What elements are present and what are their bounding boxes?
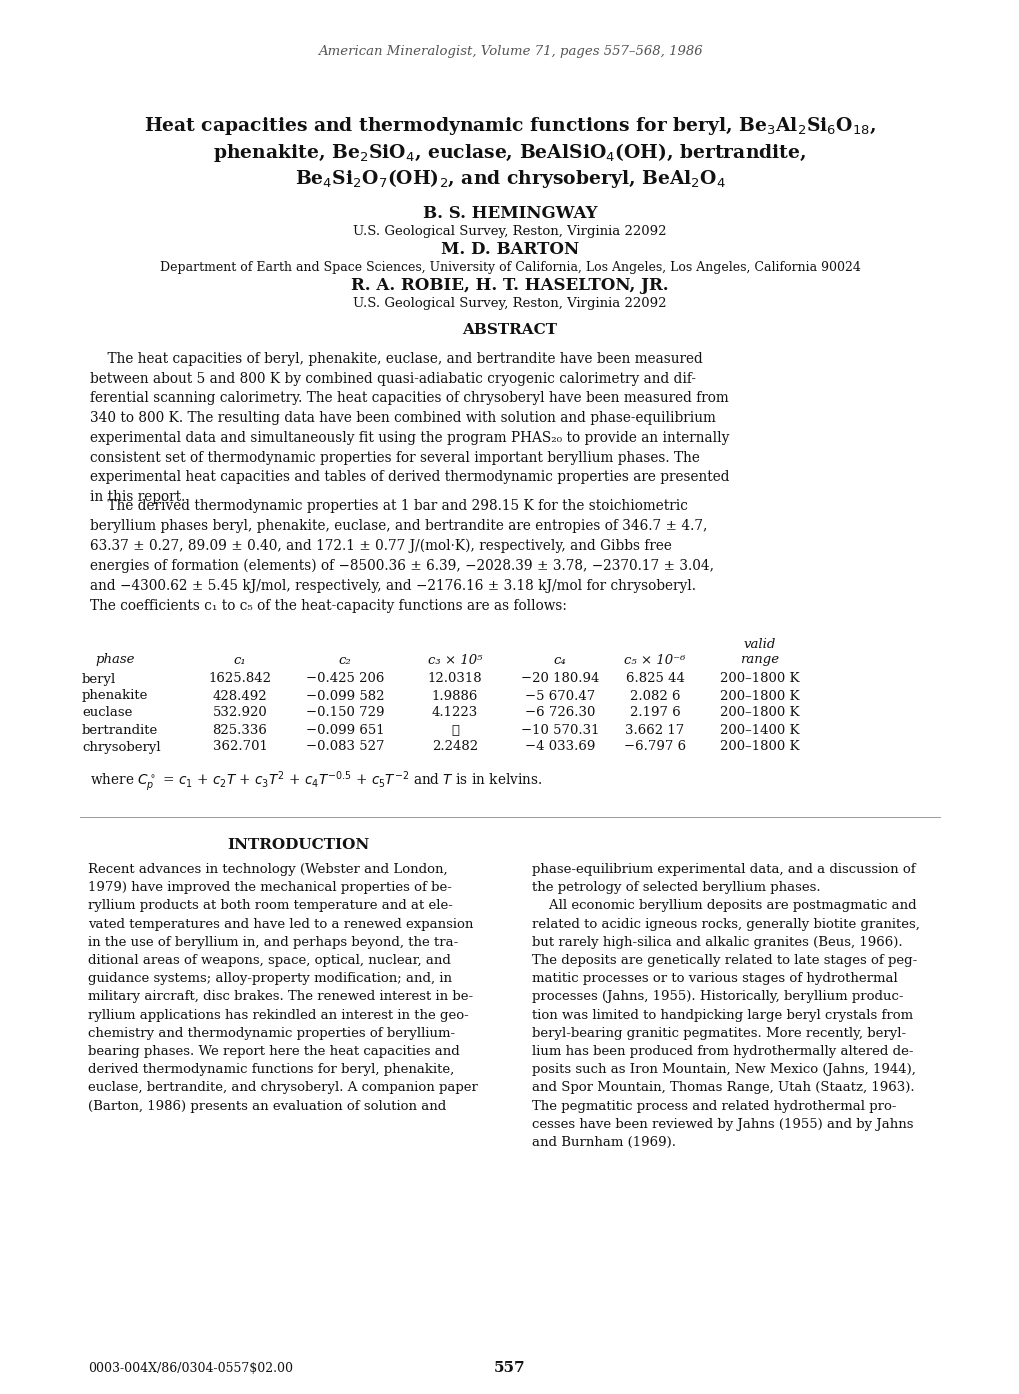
Text: R. A. ROBIE, H. T. HASELTON, JR.: R. A. ROBIE, H. T. HASELTON, JR. [351, 276, 668, 294]
Text: INTRODUCTION: INTRODUCTION [226, 838, 369, 852]
Text: phenakite, Be$_2$SiO$_4$, euclase, BeAlSiO$_4$(OH), bertrandite,: phenakite, Be$_2$SiO$_4$, euclase, BeAlS… [213, 141, 806, 163]
Text: 557: 557 [493, 1361, 526, 1374]
Text: 1.9886: 1.9886 [431, 690, 478, 703]
Text: phase: phase [95, 654, 135, 666]
Text: c₃ × 10⁵: c₃ × 10⁵ [427, 654, 482, 666]
Text: 4.1223: 4.1223 [431, 707, 478, 719]
Text: 362.701: 362.701 [212, 740, 267, 754]
Text: −20 180.94: −20 180.94 [521, 672, 598, 686]
Text: ⋯: ⋯ [450, 723, 459, 736]
Text: The heat capacities of beryl, phenakite, euclase, and bertrandite have been meas: The heat capacities of beryl, phenakite,… [90, 353, 729, 505]
Text: beryl: beryl [82, 672, 116, 686]
Text: Department of Earth and Space Sciences, University of California, Los Angeles, L: Department of Earth and Space Sciences, … [159, 261, 860, 273]
Text: −5 670.47: −5 670.47 [525, 690, 594, 703]
Text: U.S. Geological Survey, Reston, Virginia 22092: U.S. Geological Survey, Reston, Virginia… [353, 224, 666, 237]
Text: phenakite: phenakite [82, 690, 148, 703]
Text: 2.197 6: 2.197 6 [629, 707, 680, 719]
Text: 428.492: 428.492 [213, 690, 267, 703]
Text: Recent advances in technology (Webster and London,
1979) have improved the mecha: Recent advances in technology (Webster a… [88, 863, 478, 1112]
Text: chrysoberyl: chrysoberyl [82, 740, 160, 754]
Text: bertrandite: bertrandite [82, 723, 158, 736]
Text: M. D. BARTON: M. D. BARTON [440, 241, 579, 258]
Text: 2.082 6: 2.082 6 [629, 690, 680, 703]
Text: ABSTRACT: ABSTRACT [462, 323, 557, 337]
Text: −0.099 582: −0.099 582 [306, 690, 384, 703]
Text: 12.0318: 12.0318 [427, 672, 482, 686]
Text: 6.825 44: 6.825 44 [625, 672, 684, 686]
Text: −0.425 206: −0.425 206 [306, 672, 384, 686]
Text: −6.797 6: −6.797 6 [624, 740, 686, 754]
Text: −0.099 651: −0.099 651 [306, 723, 384, 736]
Text: The derived thermodynamic properties at 1 bar and 298.15 K for the stoichiometri: The derived thermodynamic properties at … [90, 499, 713, 613]
Text: −10 570.31: −10 570.31 [521, 723, 599, 736]
Text: c₂: c₂ [338, 654, 351, 666]
Text: range: range [740, 654, 779, 666]
Text: 3.662 17: 3.662 17 [625, 723, 684, 736]
Text: B. S. HEMINGWAY: B. S. HEMINGWAY [422, 205, 597, 222]
Text: 2.2482: 2.2482 [431, 740, 478, 754]
Text: where $C^\circ_p$ = $c_1$ + $c_2T$ + $c_3T^2$ + $c_4T^{-0.5}$ + $c_5T^{-2}$ and : where $C^\circ_p$ = $c_1$ + $c_2T$ + $c_… [90, 769, 542, 795]
Text: −0.083 527: −0.083 527 [306, 740, 384, 754]
Text: 1625.842: 1625.842 [208, 672, 271, 686]
Text: c₄: c₄ [553, 654, 566, 666]
Text: U.S. Geological Survey, Reston, Virginia 22092: U.S. Geological Survey, Reston, Virginia… [353, 297, 666, 309]
Text: 0003-004X/86/0304-0557$02.00: 0003-004X/86/0304-0557$02.00 [88, 1362, 292, 1374]
Text: 200–1800 K: 200–1800 K [719, 740, 799, 754]
Text: euclase: euclase [82, 707, 132, 719]
Text: American Mineralogist, Volume 71, pages 557–568, 1986: American Mineralogist, Volume 71, pages … [317, 46, 702, 59]
Text: 200–1800 K: 200–1800 K [719, 672, 799, 686]
Text: c₅ × 10⁻⁶: c₅ × 10⁻⁶ [624, 654, 685, 666]
Text: Heat capacities and thermodynamic functions for beryl, Be$_3$Al$_2$Si$_6$O$_{18}: Heat capacities and thermodynamic functi… [144, 114, 875, 137]
Text: −0.150 729: −0.150 729 [306, 707, 384, 719]
Text: Be$_4$Si$_2$O$_7$(OH)$_2$, and chrysoberyl, BeAl$_2$O$_4$: Be$_4$Si$_2$O$_7$(OH)$_2$, and chrysober… [294, 166, 725, 190]
Text: 532.920: 532.920 [212, 707, 267, 719]
Text: 200–1800 K: 200–1800 K [719, 707, 799, 719]
Text: −6 726.30: −6 726.30 [525, 707, 595, 719]
Text: phase-equilibrium experimental data, and a discussion of
the petrology of select: phase-equilibrium experimental data, and… [532, 863, 919, 1149]
Text: valid: valid [743, 637, 775, 651]
Text: 825.336: 825.336 [212, 723, 267, 736]
Text: −4 033.69: −4 033.69 [525, 740, 595, 754]
Text: c₁: c₁ [233, 654, 247, 666]
Text: 200–1800 K: 200–1800 K [719, 690, 799, 703]
Text: 200–1400 K: 200–1400 K [719, 723, 799, 736]
